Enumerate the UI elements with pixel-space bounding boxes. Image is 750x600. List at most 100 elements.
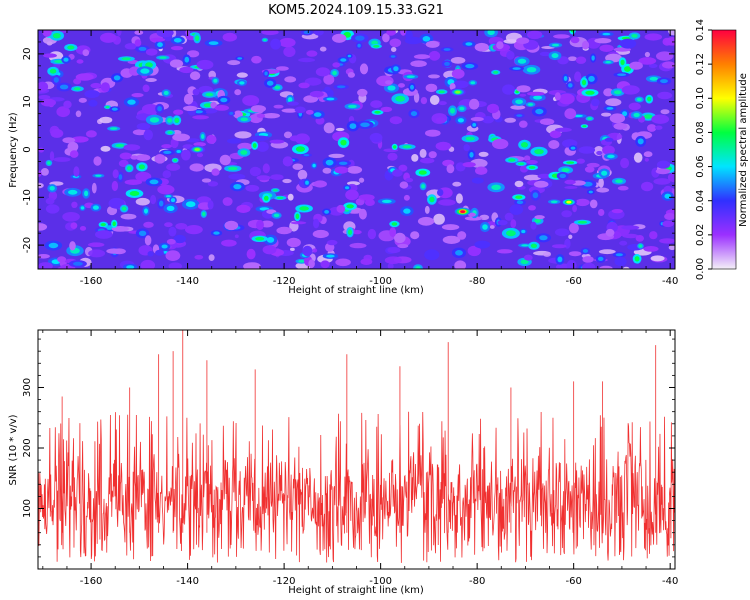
spectrogram-cell (561, 210, 573, 218)
spectrogram-cell (347, 166, 363, 174)
spectrogram-cell (589, 199, 598, 209)
spectrogram-cell (599, 44, 614, 52)
spectrogram-cell (185, 225, 203, 235)
x-tick-label: -160 (80, 276, 103, 287)
spectrogram-cell (537, 173, 552, 179)
spectrogram-cell (357, 43, 361, 48)
spectrogram-cell (591, 55, 595, 61)
spectrogram-cell (530, 243, 538, 248)
spectrogram-cell (221, 239, 237, 247)
spectrogram-cell (558, 93, 575, 105)
spectrogram-cell (471, 177, 484, 184)
spectrogram-cell (335, 258, 351, 267)
spectrogram-cell (654, 125, 663, 130)
spectrogram-cell (124, 43, 138, 50)
spectrogram-cell (79, 226, 87, 231)
spectrogram-cell (512, 67, 521, 70)
spectrogram-cell (601, 112, 612, 117)
spectrogram-cell (470, 117, 484, 122)
spectrogram-cell (609, 113, 626, 124)
spectrogram-cell (56, 106, 70, 118)
spectrogram-cell (620, 59, 625, 66)
spectrogram-cell (506, 50, 515, 60)
spectrogram-cell (157, 106, 163, 112)
colorbar-tick-label: 0.12 (695, 53, 706, 75)
y-tick-label: -10 (22, 189, 33, 205)
spectrogram-cell (284, 76, 297, 83)
spectrogram-cell (135, 171, 152, 182)
spectrogram-cell (651, 114, 670, 124)
spectrogram-cell (402, 145, 412, 149)
spectrogram-cell (528, 205, 536, 211)
spectrogram-cell (364, 199, 375, 206)
spectrogram-cell (163, 150, 172, 154)
spectrogram-cell (49, 68, 57, 74)
spectrogram-cell (38, 147, 45, 153)
spectrogram-cell (69, 241, 76, 251)
spectrogram-cell (581, 40, 590, 50)
x-tick-label: -160 (80, 576, 103, 587)
spectrogram-cell (572, 205, 577, 213)
spectrogram-cell (332, 70, 337, 76)
spectrogram-cell (266, 237, 275, 243)
spectrogram-cell (617, 185, 629, 191)
spectrogram-cell (429, 196, 435, 203)
spectrogram-cell (173, 38, 182, 43)
spectrogram-cell (264, 195, 269, 201)
spectrogram-cell (184, 56, 190, 63)
spectrogram-cell (266, 80, 274, 86)
spectrogram-cell (575, 198, 590, 207)
spectrogram-cell (568, 251, 582, 257)
spectrogram-cell (272, 189, 278, 192)
spectrogram-cell (309, 90, 324, 98)
spectrogram-cell (581, 79, 587, 86)
spectrogram-cell (441, 224, 460, 231)
spectrogram-cell (370, 100, 383, 108)
spectrogram-cell (82, 49, 90, 57)
x-tick-label: -100 (369, 576, 392, 587)
spectrogram-cell (619, 240, 628, 246)
spectrogram-y-ticks: -20 -10 0 10 20 (22, 29, 675, 270)
spectrogram-cell (446, 164, 455, 174)
spectrogram-cell (336, 85, 346, 89)
spectrogram-cell (183, 105, 198, 111)
spectrogram-cell (326, 239, 338, 246)
spectrogram-cell (313, 218, 320, 229)
spectrogram-cell (169, 59, 184, 68)
spectrogram-cell (52, 33, 61, 39)
spectrogram-cell (551, 43, 560, 47)
spectrogram-cell (142, 84, 150, 93)
spectrogram-cell (174, 117, 180, 124)
colorbar: 0.00 0.02 0.04 0.06 0.08 0.10 0.12 0.14 Normali… (695, 19, 749, 280)
spectrogram-cell (527, 103, 534, 106)
spectrogram-cell (391, 222, 398, 226)
spectrogram-cell (638, 57, 657, 65)
spectrogram-cell (256, 219, 264, 231)
spectrogram-cell (214, 105, 229, 111)
spectrogram-cell (649, 76, 659, 81)
spectrogram-cell (164, 222, 173, 228)
spectrogram-cell (568, 83, 573, 88)
spectrogram-cell (425, 40, 440, 48)
spectrogram-peak (460, 210, 466, 214)
spectrogram-cell (234, 131, 252, 139)
spectrogram-cell (611, 209, 623, 214)
spectrogram-cell (63, 100, 72, 109)
colorbar-label: Normalized spectral amplitude (738, 73, 749, 227)
spectrogram-cell (249, 166, 261, 177)
spectrogram-cell (302, 245, 313, 257)
spectrogram-cell (38, 262, 53, 269)
spectrogram-cell (251, 135, 270, 141)
spectrogram-cell (428, 74, 440, 79)
spectrogram-cell (208, 254, 215, 261)
spectrogram-cell (167, 131, 173, 134)
spectrogram-cell (598, 178, 604, 188)
spectrogram-cell (276, 66, 289, 71)
spectrogram-cell (385, 80, 393, 85)
spectrogram-cell (123, 144, 141, 151)
spectrogram-cell (256, 141, 269, 152)
spectrogram-cell (256, 175, 271, 181)
spectrogram-cell (398, 164, 408, 172)
spectrogram-x-axis-label: Height of straight line (km) (288, 285, 424, 296)
